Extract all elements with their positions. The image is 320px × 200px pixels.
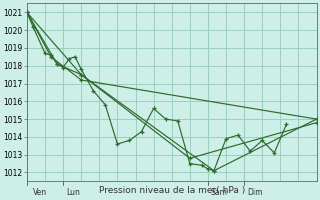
Text: Lun: Lun: [66, 188, 80, 197]
Text: Ven: Ven: [33, 188, 47, 197]
X-axis label: Pression niveau de la mer( hPa ): Pression niveau de la mer( hPa ): [99, 186, 245, 195]
Text: Dim: Dim: [247, 188, 263, 197]
Text: Sam: Sam: [211, 188, 228, 197]
